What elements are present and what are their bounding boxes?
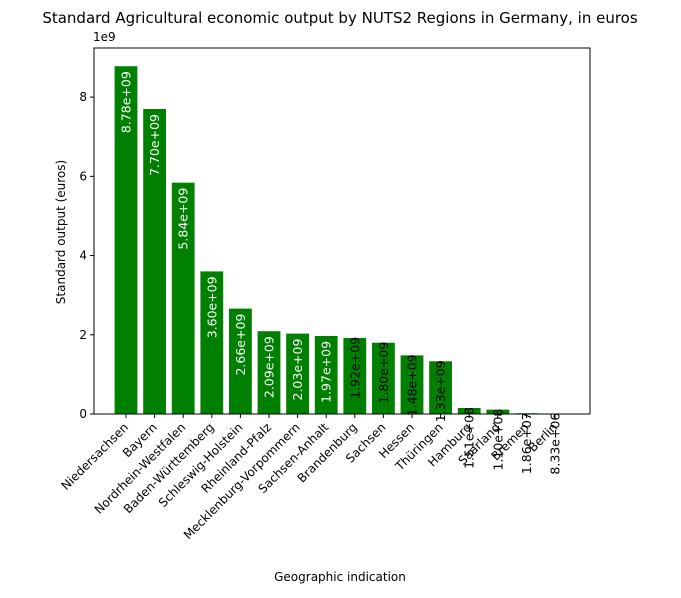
y-axis: 0 2 4 6 8 — [79, 90, 94, 421]
bar-value-label-7: 1.97e+09 — [319, 341, 334, 403]
bar-value-label-5: 2.09e+09 — [262, 336, 277, 398]
bars-group: 8.78e+09 7.70e+09 5.84e+09 3.60e+09 2.66e+09… — [115, 66, 567, 474]
y-tick-label-3: 6 — [79, 169, 87, 183]
bar-value-label-4: 2.66e+09 — [233, 314, 248, 376]
y-tick-label-4: 8 — [79, 90, 87, 104]
bar-value-label-6: 2.03e+09 — [290, 339, 305, 401]
x-axis: NiedersachsenBayernNordrhein-WestfalenBa… — [59, 414, 561, 542]
bar-value-label-2: 5.84e+09 — [176, 188, 191, 250]
y-axis-offset-label: 1e9 — [93, 30, 116, 44]
chart-title: Standard Agricultural economic output by… — [42, 9, 638, 27]
bar-value-label-9: 1.80e+09 — [376, 342, 391, 404]
y-axis-label: Standard output (euros) — [54, 160, 68, 304]
bar-value-label-1: 7.70e+09 — [147, 114, 162, 176]
bar-value-label-3: 3.60e+09 — [204, 276, 219, 338]
bar-value-label-11: 1.33e+09 — [433, 360, 448, 422]
bar-value-label-10: 1.48e+09 — [405, 354, 420, 416]
bar-value-label-8: 1.92e+09 — [347, 337, 362, 399]
bar-value-label-0: 8.78e+09 — [119, 71, 134, 133]
plot-frame — [94, 48, 590, 414]
y-tick-label-1: 2 — [79, 328, 87, 342]
y-tick-label-0: 0 — [79, 407, 87, 421]
x-axis-label: Geographic indication — [274, 570, 406, 584]
y-tick-label-2: 4 — [79, 249, 87, 263]
